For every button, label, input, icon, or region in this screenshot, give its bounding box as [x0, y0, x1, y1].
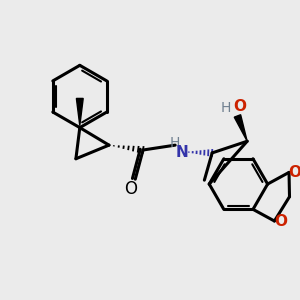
Text: O: O — [274, 214, 287, 229]
Polygon shape — [76, 98, 83, 126]
Text: O: O — [124, 180, 137, 198]
Text: H: H — [170, 136, 180, 150]
Text: N: N — [176, 146, 188, 160]
Text: O: O — [233, 99, 246, 114]
Polygon shape — [234, 115, 247, 141]
Text: O: O — [288, 165, 300, 180]
Text: H: H — [220, 101, 231, 115]
